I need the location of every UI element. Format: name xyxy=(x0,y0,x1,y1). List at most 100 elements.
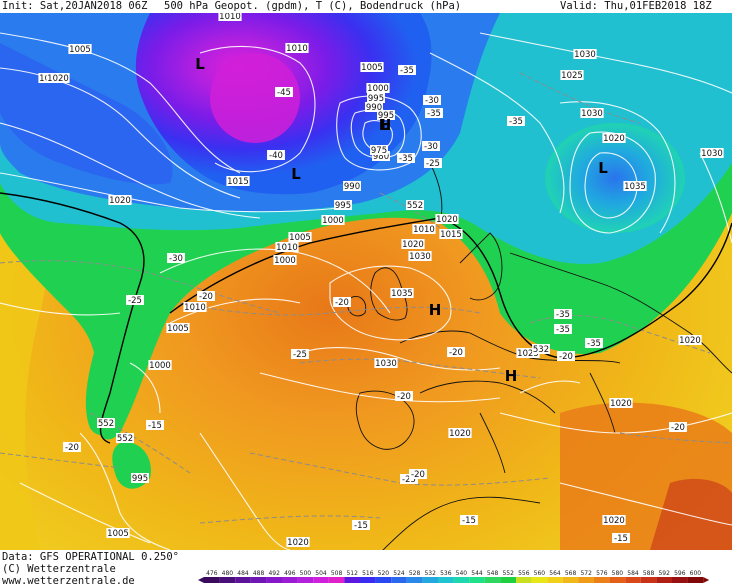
temperature-label: -35 xyxy=(556,325,570,335)
isobars xyxy=(0,32,732,551)
color-swatch xyxy=(656,577,672,583)
pressure-label: 1015 xyxy=(227,177,249,187)
temperature-label: -30 xyxy=(424,142,438,152)
scale-high-arrow xyxy=(703,577,710,583)
pressure-label: 1035 xyxy=(391,289,413,299)
contour-value-label: 532 xyxy=(533,345,549,355)
color-scale-label: 588 xyxy=(643,570,655,577)
color-swatch xyxy=(282,577,298,583)
color-scale-label: 592 xyxy=(658,570,670,577)
temperature-labels: -45-35-40-30-35-35-35-30-25-30-25 -20-20-… xyxy=(63,65,687,544)
color-swatch xyxy=(375,577,392,583)
pressure-label-bg xyxy=(218,11,242,21)
pressure-label-bg xyxy=(435,214,459,224)
temperature-label-bg xyxy=(585,338,603,348)
pressure-label-bg xyxy=(602,133,626,143)
color-scale-label: 480 xyxy=(222,570,234,577)
pressure-label-bg xyxy=(700,148,724,158)
pressure-label: 1005 xyxy=(167,324,189,334)
temperature-label: -35 xyxy=(399,154,413,164)
pressure-label-bg xyxy=(678,335,702,345)
color-scale-label: 528 xyxy=(409,570,421,577)
color-swatch xyxy=(235,577,251,583)
pressure-label: 1010 xyxy=(276,243,298,253)
website-link[interactable]: www.wetterzentrale.de xyxy=(2,575,135,587)
weather-map: 1005101010251020101010151020100010051000… xyxy=(0,11,732,554)
pressure-label: 1005 xyxy=(107,529,129,539)
pressure-label-bg xyxy=(131,473,149,483)
pressure-label-bg xyxy=(285,43,309,53)
temperature-label: -30 xyxy=(425,96,439,106)
pressure-label: 980 xyxy=(373,152,389,162)
color-swatch xyxy=(609,577,626,583)
color-scale-label: 532 xyxy=(424,570,436,577)
color-scale-label: 576 xyxy=(596,570,608,577)
temperature-label-bg xyxy=(395,391,413,401)
pressure-label: 1000 xyxy=(149,361,171,371)
init-time: Init: Sat,20JAN2018 06Z xyxy=(2,0,148,12)
pressure-label: 1020 xyxy=(47,74,69,84)
color-scale-label: 508 xyxy=(331,570,343,577)
pressure-label-bg xyxy=(334,200,352,210)
temperature-label-bg xyxy=(669,422,687,432)
temperature-label-bg xyxy=(447,347,465,357)
temperature-label-bg xyxy=(422,141,440,151)
pressure-label: 995 xyxy=(132,474,148,484)
color-scale-label: 544 xyxy=(471,570,483,577)
pressure-label: 1010 xyxy=(286,44,308,54)
temperature-label: -20 xyxy=(335,298,349,308)
color-scale-label: 556 xyxy=(518,570,530,577)
temperature-label: -35 xyxy=(556,310,570,320)
pressure-label: 990 xyxy=(366,103,382,113)
pressure-label-bg xyxy=(365,102,383,112)
pressure-label: 1005 xyxy=(69,45,91,55)
pressure-label: 1020 xyxy=(436,215,458,225)
pressure-label: 1000 xyxy=(322,216,344,226)
temperature-label-bg xyxy=(267,150,285,160)
header: Init: Sat,20JAN2018 06Z 500 hPa Geopot. … xyxy=(0,0,732,13)
color-swatch xyxy=(594,577,610,583)
color-scale-label: 536 xyxy=(440,570,452,577)
temperature-label: -30 xyxy=(169,254,183,264)
pressure-label: 1030 xyxy=(409,252,431,262)
pressure-label: 1010 xyxy=(219,13,241,22)
color-scale-label: 496 xyxy=(284,570,296,577)
east-low-core xyxy=(545,123,685,233)
color-scale-swatches xyxy=(198,577,710,583)
temperature-label: -45 xyxy=(277,88,291,98)
color-swatch xyxy=(469,577,485,583)
pressure-label-bg xyxy=(401,239,425,249)
color-swatch xyxy=(250,577,267,583)
pressure-label-bg xyxy=(286,537,310,547)
temperature-label-bg xyxy=(612,533,630,543)
contour-value-label-bg xyxy=(406,200,424,210)
color-scale-label: 552 xyxy=(502,570,514,577)
color-scale-label: 484 xyxy=(237,570,249,577)
temperature-label-bg xyxy=(333,297,351,307)
pressure-label: 1005 xyxy=(361,63,383,73)
temperature-label-bg xyxy=(146,420,164,430)
color-swatch xyxy=(219,577,236,583)
color-scale-label: 504 xyxy=(315,570,327,577)
color-swatch xyxy=(672,577,688,583)
temperature-label-bg xyxy=(554,324,572,334)
pressure-label-bg xyxy=(412,224,436,234)
color-swatch xyxy=(313,577,329,583)
color-scale-label: 596 xyxy=(674,570,686,577)
color-swatch xyxy=(438,577,454,583)
temperature-label-bg xyxy=(275,87,293,97)
pressure-label: 1020 xyxy=(402,240,424,250)
pressure-label-bg xyxy=(516,348,540,358)
color-swatch xyxy=(562,577,579,583)
temperature-label: -20 xyxy=(449,348,463,358)
data-source: Data: GFS OPERATIONAL 0.250° xyxy=(2,551,180,563)
pressure-label: 1010 xyxy=(184,303,206,313)
pressure-label: 1020 xyxy=(603,516,625,526)
pressure-label-bg xyxy=(580,108,604,118)
contour-value-label: 552 xyxy=(407,201,423,211)
color-swatch xyxy=(547,577,563,583)
color-scale-label: 492 xyxy=(268,570,280,577)
high-pressure-symbol: H xyxy=(429,301,442,319)
pressure-label-bg xyxy=(560,70,584,80)
